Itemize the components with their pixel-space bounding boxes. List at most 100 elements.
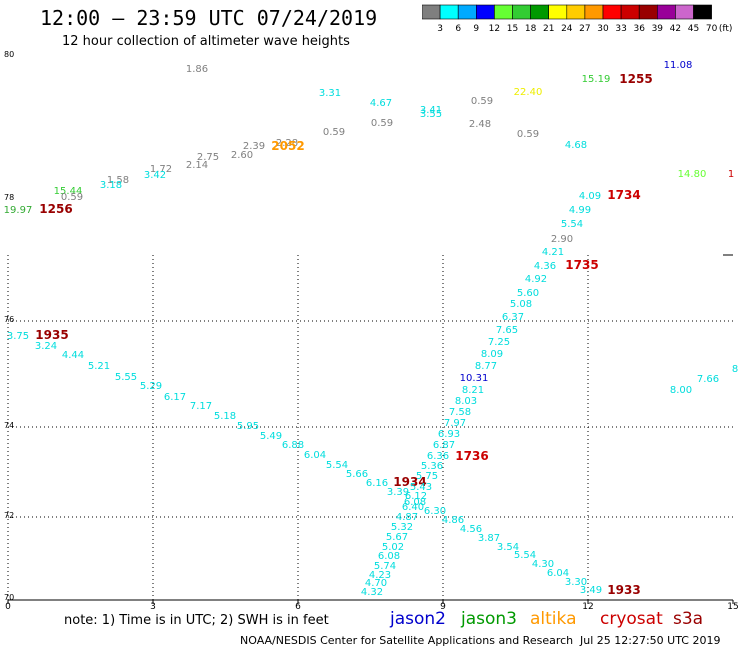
wave-height-value: 6.04: [304, 450, 326, 461]
legend-jason3: jason3: [461, 609, 517, 629]
wave-height-value: 5.95: [237, 421, 259, 432]
wave-height-value: 0.59: [371, 118, 393, 129]
wave-height-colorbar: 3 6 9 12 15 18 21 24 27 30 33 36 39 42 45 70 (ft): [422, 4, 733, 34]
wave-height-value: 1.58: [107, 175, 129, 186]
wave-height-value: 2.90: [551, 234, 573, 245]
wave-height-value: 4.56: [460, 524, 482, 535]
x-tick-label: 3: [150, 602, 156, 612]
wave-height-value: 3.39: [387, 487, 409, 498]
colorbar-label: 18: [525, 24, 537, 34]
legend-s3a: s3a: [673, 609, 704, 629]
y-tick-label: 74: [4, 421, 14, 430]
wave-height-value: 6.16: [366, 478, 388, 489]
wave-height-value: 3.18: [100, 180, 122, 191]
pass-time-label: 1256: [39, 202, 72, 216]
colorbar-label: 15: [507, 24, 518, 34]
colorbar-label: 12: [489, 24, 500, 34]
wave-height-value: 15.44: [54, 186, 83, 197]
wave-height-value: 5.66: [346, 469, 368, 480]
wave-height-value: 19.97: [4, 205, 33, 216]
colorbar-label: 6: [455, 24, 461, 34]
wave-height-value: 5.54: [561, 219, 583, 230]
pass-time-label: 1255: [619, 72, 652, 86]
wave-height-value: 6.04: [547, 568, 569, 579]
wave-height-value: 8.09: [481, 349, 503, 360]
wave-height-value: 2.28: [276, 138, 298, 149]
colorbar-label: 39: [652, 24, 664, 34]
wave-height-value: 4.36: [534, 261, 556, 272]
colorbar-label: 27: [579, 24, 590, 34]
colorbar-label: (ft): [719, 24, 733, 34]
wave-height-value: 5.60: [517, 288, 539, 299]
colorbar-label: 24: [561, 24, 573, 34]
colorbar-label: 70: [706, 24, 718, 34]
wave-height-value: 8.00: [670, 385, 692, 396]
wave-height-value: 5.75: [416, 471, 438, 482]
colorbar-label: 3: [437, 24, 443, 34]
wave-height-value: 8: [732, 364, 738, 375]
colorbar-label: 45: [688, 24, 699, 34]
wave-height-value: 6.40: [402, 502, 424, 513]
wave-height-value: 8.03: [455, 396, 477, 407]
colorbar-label: 36: [633, 24, 645, 34]
page-title: 12:00 – 23:59 UTC 07/24/2019: [40, 6, 378, 30]
wave-height-value: 6.08: [378, 551, 400, 562]
x-tick-label: 9: [440, 602, 446, 612]
pass-time-label: 1935: [35, 328, 68, 342]
wave-height-value: 3.41: [420, 105, 442, 116]
wave-height-value: 3.49: [580, 585, 602, 596]
wave-height-value: 6.87: [433, 440, 455, 451]
wave-height-value: 4.99: [569, 205, 591, 216]
pass-time-label: 1736: [455, 449, 488, 463]
wave-height-value: 15.19: [582, 74, 611, 85]
wave-height-value: 4.30: [532, 559, 554, 570]
wave-height-value: 5.18: [214, 411, 236, 422]
wave-height-value: 7.97: [444, 418, 466, 429]
wave-height-value: 7.58: [449, 407, 471, 418]
wave-height-value: 22.40: [514, 87, 543, 98]
wave-height-value: 5.49: [260, 431, 282, 442]
y-tick-label: 76: [4, 315, 14, 324]
wave-height-value: 5.55: [115, 372, 137, 383]
colorbar-swatch: [693, 4, 712, 20]
pass-time-label: 1933: [607, 583, 640, 597]
wave-height-value: 5.74: [374, 561, 396, 572]
wave-height-value: 2.60: [231, 150, 253, 161]
wave-height-value: 5.29: [140, 381, 162, 392]
wave-height-value: 4.44: [62, 350, 84, 361]
wave-height-value: 6.36: [427, 451, 449, 462]
wave-height-value: 4.67: [370, 98, 392, 109]
wave-height-value: 3.31: [319, 88, 341, 99]
wave-height-value: 5.43: [410, 482, 432, 493]
x-tick-label: 15: [727, 602, 738, 612]
wave-height-value: 4.70: [365, 578, 387, 589]
wave-height-value: 0.59: [323, 127, 345, 138]
legend-jason2: jason2: [390, 609, 446, 629]
wave-height-value: 1.86: [186, 64, 208, 75]
wave-height-value: 3.30: [565, 577, 587, 588]
wave-height-value: 7.25: [488, 337, 510, 348]
wave-height-value: 5.21: [88, 361, 110, 372]
wave-height-value: 6.08: [404, 497, 426, 508]
wave-height-value: 3.24: [35, 341, 57, 352]
footer-note: note: 1) Time is in UTC; 2) SWH is in fe…: [64, 613, 329, 628]
wave-height-value: 7.66: [697, 374, 719, 385]
pass-time-label: 1934: [393, 475, 426, 489]
wave-height-value: 8.21: [462, 385, 484, 396]
wave-height-value: 14.80: [678, 169, 707, 180]
wave-height-value: 5.08: [510, 299, 532, 310]
wave-height-value: 4.68: [565, 140, 587, 151]
page-subtitle: 12 hour collection of altimeter wave hei…: [62, 34, 350, 49]
wave-height-value: 3.87: [478, 533, 500, 544]
wave-height-value: 3.54: [497, 542, 519, 553]
y-tick-label: 70: [4, 593, 14, 602]
wave-height-value: 2.39: [243, 141, 265, 152]
wave-height-value: 4.92: [525, 274, 547, 285]
wave-height-value: 4.09: [579, 191, 601, 202]
colorbar-label: 33: [615, 24, 626, 34]
y-tick-label: 78: [4, 193, 14, 202]
x-tick-label: 0: [5, 602, 11, 612]
wave-height-value: 0.59: [471, 96, 493, 107]
wave-height-value: 5.67: [386, 532, 408, 543]
